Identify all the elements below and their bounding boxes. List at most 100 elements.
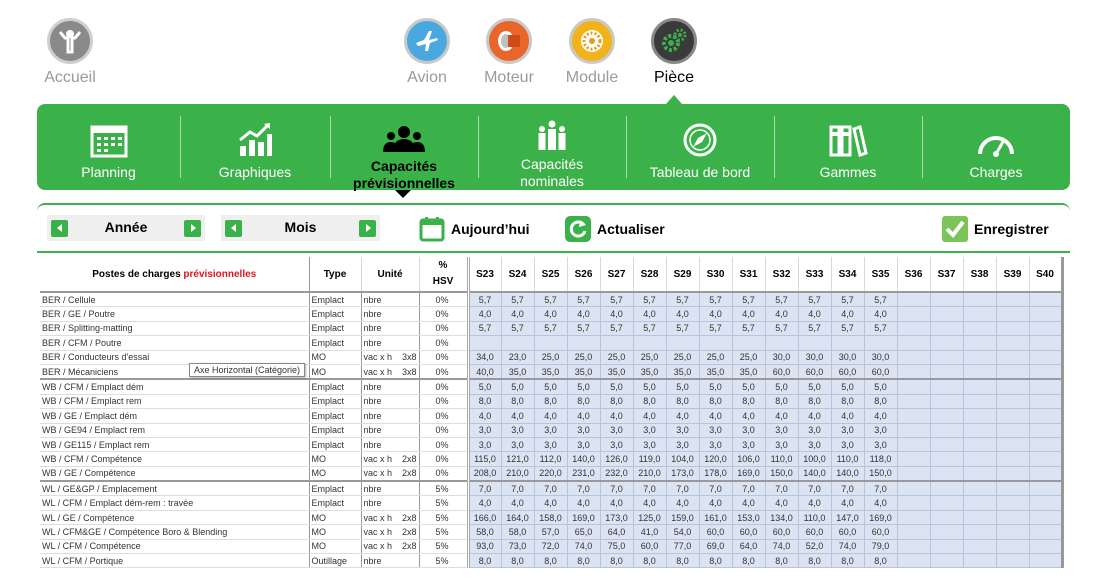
cell-value[interactable]: 5,0 (534, 379, 568, 395)
cell-value[interactable] (963, 437, 997, 453)
cell-value[interactable] (996, 451, 1030, 467)
cell-value[interactable]: 4,0 (600, 408, 634, 424)
cell-value[interactable]: 58,0 (501, 524, 535, 540)
cell-value[interactable] (996, 481, 1030, 497)
cell-value[interactable]: 5,7 (468, 292, 502, 308)
cell-value[interactable] (798, 335, 832, 351)
table-row[interactable]: WB / CFM / Emplact dém Emplact nbre 0% 5,0 5,… (40, 379, 1064, 395)
cell-value[interactable] (897, 437, 931, 453)
cell-value[interactable] (699, 335, 733, 351)
cell-value[interactable]: 8,0 (798, 394, 832, 410)
cell-value[interactable]: 3,0 (501, 423, 535, 438)
cell-value[interactable]: 5,7 (798, 321, 832, 337)
cell-value[interactable]: 74,0 (831, 539, 865, 555)
cell-value[interactable]: 8,0 (501, 553, 535, 569)
cell-value[interactable]: 4,0 (798, 306, 832, 322)
today-button[interactable]: Aujourd’hui (419, 216, 530, 242)
cell-value[interactable] (963, 306, 997, 322)
cell-value[interactable]: 120,0 (699, 451, 733, 467)
table-row[interactable]: BER / Splitting-matting Emplact nbre 0% 5,7 5… (40, 321, 1064, 337)
cell-value[interactable]: 77,0 (666, 539, 700, 555)
cell-value[interactable]: 169,0 (567, 510, 601, 526)
nav-accueil[interactable]: Accueil (35, 18, 105, 87)
cell-value[interactable] (1029, 408, 1064, 424)
cell-value[interactable]: 3,0 (633, 437, 667, 453)
cell-value[interactable]: 25,0 (732, 350, 766, 365)
cell-value[interactable] (1029, 321, 1064, 337)
cell-value[interactable]: 110,0 (765, 451, 799, 467)
cell-value[interactable]: 3,0 (732, 423, 766, 438)
cell-value[interactable]: 72,0 (534, 539, 568, 555)
cell-value[interactable] (930, 350, 964, 365)
cell-value[interactable]: 7,0 (633, 481, 667, 497)
cell-value[interactable]: 35,0 (534, 364, 568, 381)
cell-value[interactable]: 4,0 (633, 408, 667, 424)
cell-value[interactable] (963, 524, 997, 540)
cell-value[interactable] (930, 510, 964, 526)
cell-value[interactable] (897, 495, 931, 511)
cell-value[interactable]: 34,0 (468, 350, 502, 365)
cell-value[interactable]: 5,0 (633, 379, 667, 395)
cell-value[interactable]: 69,0 (699, 539, 733, 555)
cell-value[interactable]: 5,0 (600, 379, 634, 395)
month-next-button[interactable] (359, 220, 376, 237)
cell-value[interactable] (1029, 437, 1064, 453)
cell-value[interactable]: 60,0 (831, 364, 865, 381)
cell-value[interactable]: 79,0 (864, 539, 898, 555)
cell-value[interactable]: 119,0 (633, 451, 667, 467)
cell-value[interactable]: 60,0 (864, 524, 898, 540)
cell-value[interactable]: 5,0 (468, 379, 502, 395)
cell-value[interactable] (897, 553, 931, 569)
cell-value[interactable]: 5,7 (765, 321, 799, 337)
cell-value[interactable]: 100,0 (798, 451, 832, 467)
cell-value[interactable]: 8,0 (501, 394, 535, 410)
cell-value[interactable] (930, 553, 964, 569)
cell-value[interactable] (930, 364, 964, 381)
cell-value[interactable]: 3,0 (732, 437, 766, 453)
cell-value[interactable]: 4,0 (534, 495, 568, 511)
cell-value[interactable]: 5,7 (732, 321, 766, 337)
cell-value[interactable] (930, 539, 964, 555)
cell-value[interactable]: 60,0 (864, 364, 898, 381)
cell-value[interactable]: 35,0 (600, 364, 634, 381)
cell-value[interactable]: 25,0 (534, 350, 568, 365)
cell-value[interactable]: 8,0 (864, 553, 898, 569)
cell-value[interactable]: 3,0 (699, 437, 733, 453)
cell-value[interactable] (1029, 292, 1064, 308)
cell-value[interactable]: 5,0 (699, 379, 733, 395)
cell-value[interactable]: 161,0 (699, 510, 733, 526)
cell-value[interactable] (963, 292, 997, 308)
table-row[interactable]: WL / GE&GP / Emplacement Emplact nbre 5% 7,0… (40, 481, 1064, 497)
cell-value[interactable]: 4,0 (666, 495, 700, 511)
cell-value[interactable]: 3,0 (567, 437, 601, 453)
cell-value[interactable]: 5,7 (567, 292, 601, 308)
cell-value[interactable]: 60,0 (699, 524, 733, 540)
cell-value[interactable] (963, 481, 997, 497)
cell-value[interactable] (501, 335, 535, 351)
cell-value[interactable]: 5,7 (798, 292, 832, 308)
cell-value[interactable] (963, 553, 997, 569)
cell-value[interactable] (897, 481, 931, 497)
cell-value[interactable] (864, 335, 898, 351)
cell-value[interactable]: 4,0 (831, 408, 865, 424)
cell-value[interactable]: 5,0 (831, 379, 865, 395)
cell-value[interactable]: 4,0 (699, 408, 733, 424)
cell-value[interactable] (897, 408, 931, 424)
nav-moteur[interactable]: Moteur (474, 18, 544, 87)
cell-value[interactable]: 3,0 (699, 423, 733, 438)
cell-value[interactable] (996, 437, 1030, 453)
cell-value[interactable]: 8,0 (600, 394, 634, 410)
cell-value[interactable]: 4,0 (765, 408, 799, 424)
cell-value[interactable]: 35,0 (699, 364, 733, 381)
cell-value[interactable]: 74,0 (765, 539, 799, 555)
cell-value[interactable] (897, 335, 931, 351)
cell-value[interactable]: 7,0 (831, 481, 865, 497)
cell-value[interactable]: 3,0 (468, 437, 502, 453)
cell-value[interactable]: 166,0 (468, 510, 502, 526)
cell-value[interactable]: 159,0 (666, 510, 700, 526)
cell-value[interactable]: 3,0 (798, 423, 832, 438)
cell-value[interactable]: 115,0 (468, 451, 502, 467)
cell-value[interactable]: 5,7 (534, 292, 568, 308)
cell-value[interactable]: 8,0 (666, 553, 700, 569)
cell-value[interactable]: 30,0 (864, 350, 898, 365)
